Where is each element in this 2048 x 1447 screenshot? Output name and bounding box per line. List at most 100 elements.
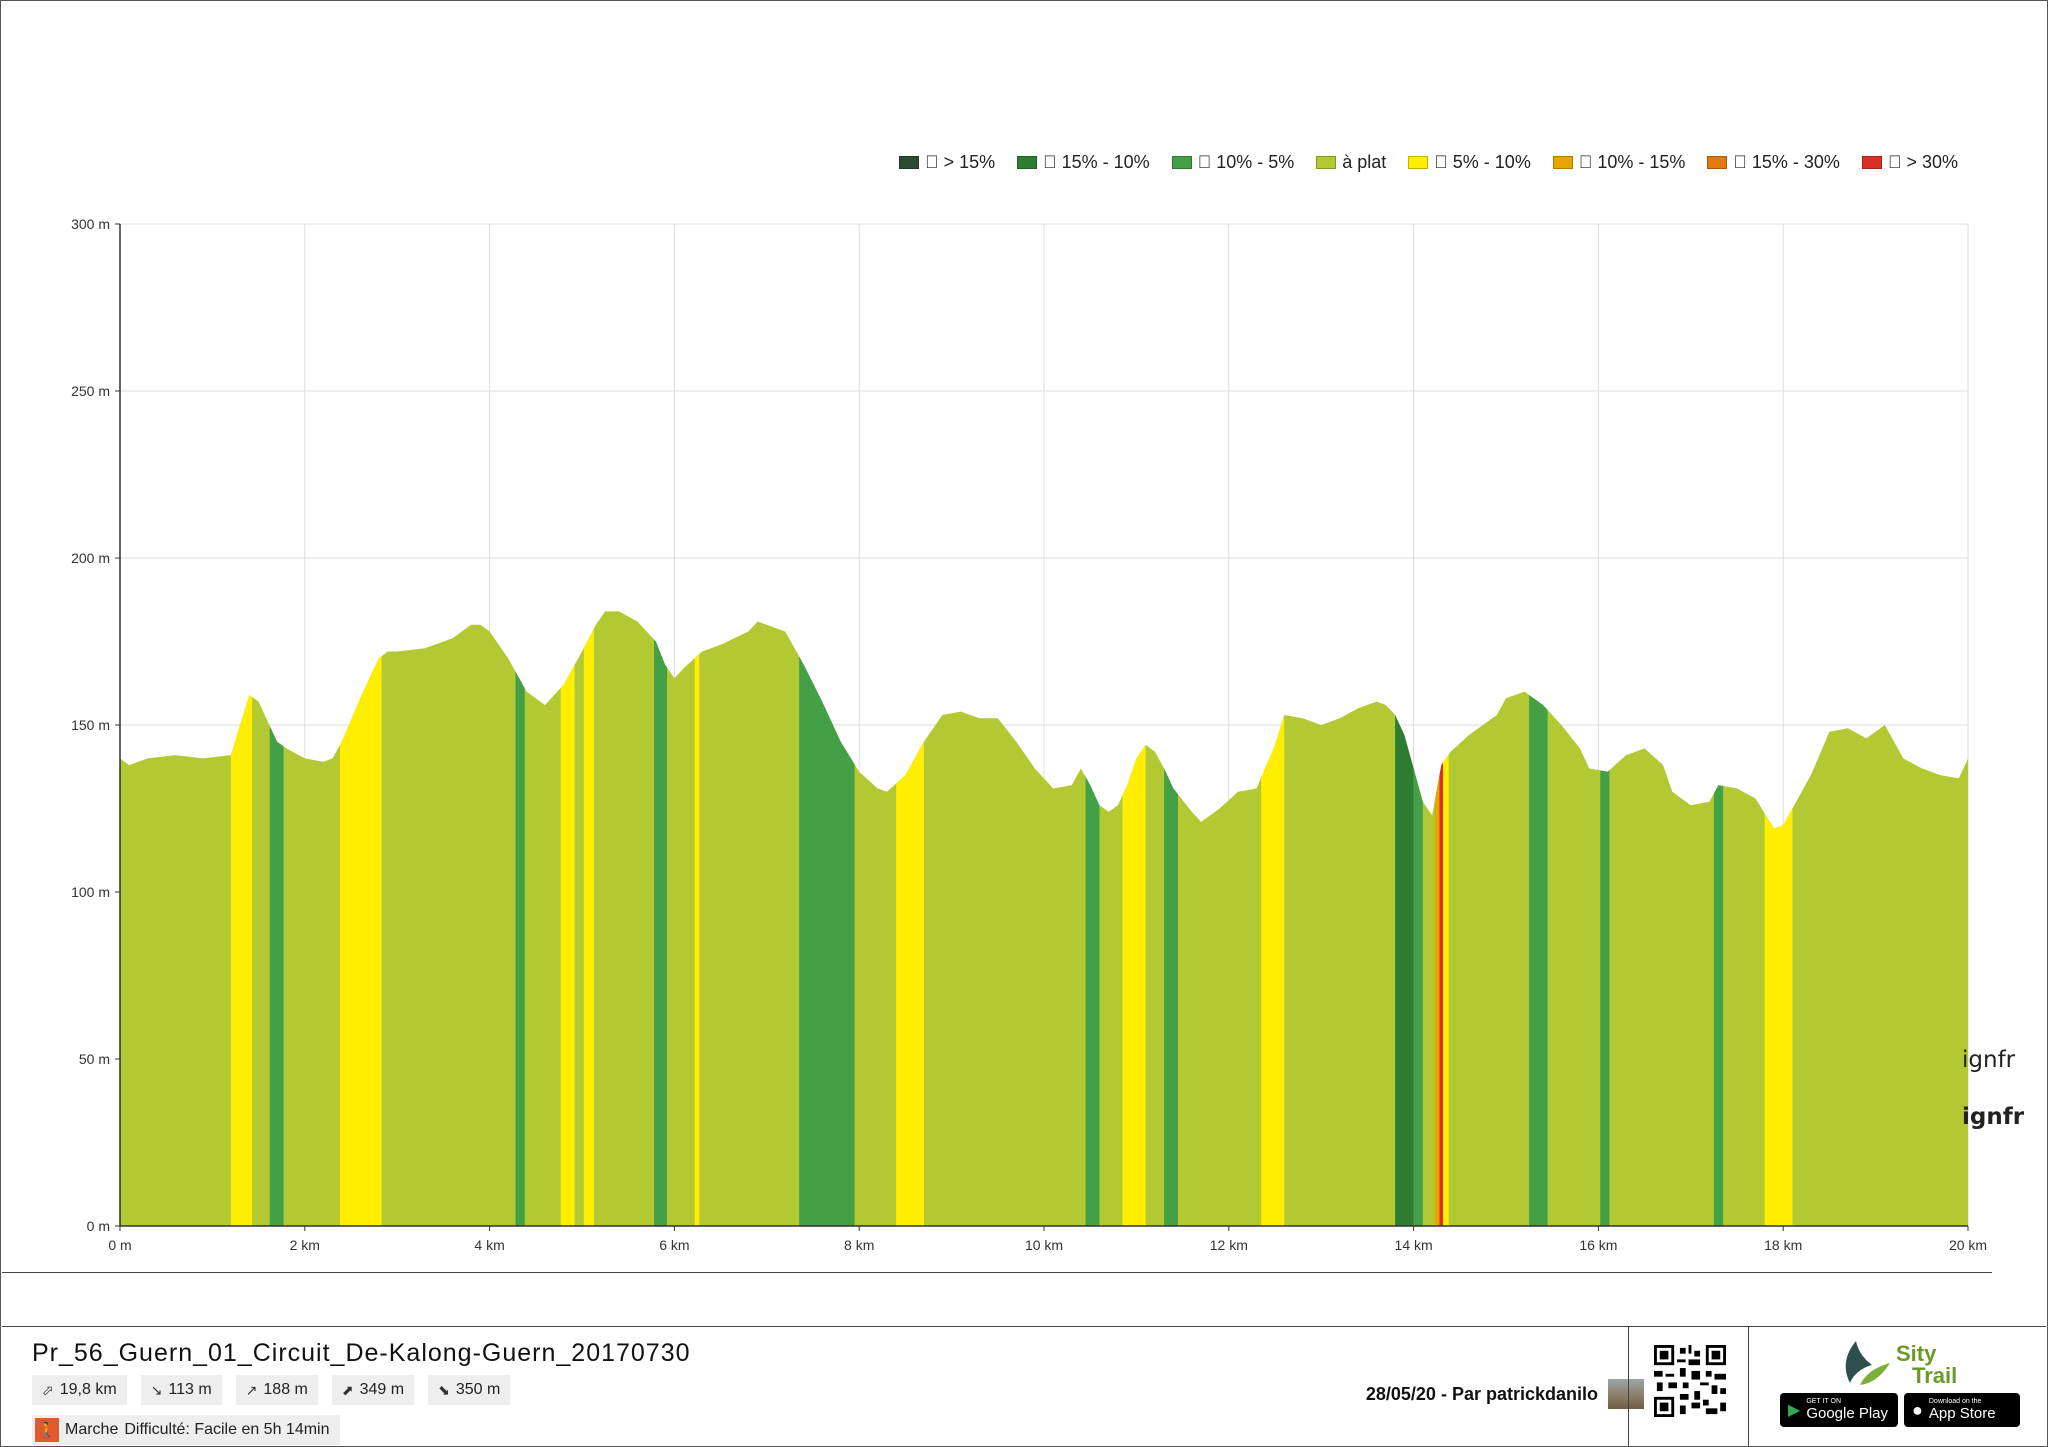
legend-label:   10% - 5% bbox=[1197, 152, 1295, 172]
x-tick-label: 8 km bbox=[844, 1237, 874, 1253]
slope-band bbox=[1413, 611, 1423, 1226]
google-play-small-label: GET IT ON bbox=[1806, 1398, 1842, 1405]
activity-label: Marche bbox=[65, 1421, 119, 1438]
max-elevation-value: 188 m bbox=[263, 1381, 308, 1398]
walking-icon: 🚶 bbox=[35, 1418, 59, 1442]
slope-band bbox=[1395, 611, 1414, 1226]
legend-swatch bbox=[1017, 156, 1038, 169]
legend-swatch bbox=[1316, 156, 1337, 169]
y-tick-label: 200 m bbox=[71, 550, 110, 566]
legend-swatch bbox=[899, 156, 920, 169]
ascent-icon: ⬈ bbox=[341, 1381, 354, 1398]
legend-label:   > 30% bbox=[1887, 152, 1958, 172]
legend-item:   > 15% bbox=[899, 152, 995, 173]
slope-band bbox=[1443, 611, 1449, 1226]
y-tick-label: 100 m bbox=[71, 884, 110, 900]
sitytrail-logo-icon bbox=[1845, 1341, 1890, 1385]
author-line: 28/05/20 - Par patrickdanilo bbox=[1365, 1383, 1598, 1404]
legend-label: à plat bbox=[1342, 152, 1387, 172]
slope-band bbox=[654, 611, 668, 1226]
max-elevation-stat: ↗ 188 m bbox=[235, 1375, 318, 1405]
track-stats: ⬀ 19,8 km ↘ 113 m ↗ 188 m ⬈ 349 m ⬊ 350 … bbox=[32, 1375, 511, 1405]
y-tick-label: 0 m bbox=[87, 1218, 110, 1234]
min-elevation-stat: ↘ 113 m bbox=[140, 1375, 222, 1405]
brand-name: Sity Trail bbox=[1896, 1343, 1957, 1387]
descent-value: 350 m bbox=[455, 1381, 501, 1398]
slope-band bbox=[694, 611, 700, 1226]
legend-item:   10% - 15% bbox=[1552, 152, 1686, 173]
legend-label:   10% - 15% bbox=[1578, 152, 1686, 172]
author-photo bbox=[1608, 1379, 1644, 1409]
slope-band bbox=[1529, 611, 1548, 1226]
slope-band bbox=[1261, 611, 1285, 1226]
legend-item: à plat bbox=[1316, 152, 1386, 173]
legend-swatch bbox=[1408, 156, 1429, 169]
legend-item:   10% - 5% bbox=[1171, 152, 1295, 173]
x-tick-label: 2 km bbox=[290, 1237, 320, 1253]
legend-swatch bbox=[1861, 156, 1882, 169]
slope-band bbox=[230, 611, 253, 1226]
min-elevation-icon: ↘ bbox=[150, 1381, 163, 1398]
ascent-value: 349 m bbox=[359, 1381, 405, 1398]
legend-label:   > 15% bbox=[925, 152, 996, 172]
x-tick-label: 14 km bbox=[1395, 1237, 1433, 1253]
watermark-text-1: ignfr bbox=[1962, 1047, 2016, 1073]
slope-band bbox=[269, 611, 284, 1226]
slope-band bbox=[560, 611, 575, 1226]
y-tick-label: 300 m bbox=[71, 216, 110, 232]
distance-icon: ⬀ bbox=[42, 1381, 54, 1398]
google-play-label: Google Play bbox=[1806, 1405, 1889, 1422]
google-play-button[interactable]: ▶ GET IT ON Google Play bbox=[1780, 1393, 1898, 1427]
watermark-text-2: ignfr bbox=[1962, 1104, 2025, 1130]
elevation-area bbox=[120, 611, 1968, 1226]
footer-divider-1 bbox=[1628, 1327, 1629, 1446]
slope-band bbox=[583, 611, 595, 1226]
slope-band bbox=[1713, 611, 1724, 1226]
x-tick-label: 6 km bbox=[659, 1237, 689, 1253]
x-tick-label: 4 km bbox=[474, 1237, 504, 1253]
legend-item:   15% - 10% bbox=[1017, 152, 1150, 173]
activity-badge: 🚶 Marche Difficulté: Facile en 5h 14min bbox=[32, 1415, 340, 1445]
x-tick-label: 10 km bbox=[1025, 1237, 1063, 1253]
y-tick-label: 50 m bbox=[79, 1051, 110, 1067]
legend-swatch bbox=[1171, 156, 1192, 169]
legend-item:   5% - 10% bbox=[1408, 152, 1531, 173]
app-store-button[interactable]: ● Download on the App Store bbox=[1904, 1393, 2020, 1427]
legend-item:   > 30% bbox=[1861, 152, 1958, 173]
track-title: Pr_56_Guern_01_Circuit_De-Kalong-Guern_2… bbox=[32, 1339, 691, 1367]
footer-divider-2 bbox=[1748, 1327, 1749, 1446]
difficulty-label: Difficulté: Facile en 5h 14min bbox=[124, 1421, 330, 1438]
chart-bottom-divider bbox=[2, 1272, 1992, 1273]
x-tick-label: 12 km bbox=[1210, 1237, 1248, 1253]
max-elevation-icon: ↗ bbox=[245, 1381, 258, 1398]
x-tick-label: 16 km bbox=[1579, 1237, 1617, 1253]
slope-band bbox=[1439, 611, 1444, 1226]
brand-name-line1: Sity bbox=[1896, 1341, 1937, 1366]
descent-icon: ⬊ bbox=[438, 1381, 450, 1398]
app-store-small-label: Download on the bbox=[1928, 1398, 1982, 1405]
elevation-chart: 0 m 50 m 100 m 150 m 200 m 250 m 300 m 0 m 2 km 4… bbox=[71, 216, 1987, 1253]
legend-item:   15% - 30% bbox=[1707, 152, 1840, 173]
author-info: 28/05/20 - Par patrickdanilo bbox=[1366, 1379, 1644, 1409]
x-tick-label: 20 km bbox=[1949, 1237, 1987, 1253]
slope-band bbox=[515, 611, 525, 1226]
legend-label:   15% - 10% bbox=[1043, 152, 1150, 172]
descent-stat: ⬊ 350 m bbox=[428, 1375, 511, 1405]
ascent-stat: ⬈ 349 m bbox=[331, 1375, 415, 1405]
min-elevation-value: 113 m bbox=[168, 1381, 212, 1398]
brand-name-line2: Trail bbox=[1912, 1363, 1958, 1388]
legend-label:   5% - 10% bbox=[1434, 152, 1531, 172]
qr-code-icon[interactable] bbox=[1654, 1345, 1726, 1417]
distance-stat: ⬀ 19,8 km bbox=[32, 1375, 127, 1405]
app-store-label: App Store bbox=[1928, 1405, 1996, 1422]
y-tick-label: 150 m bbox=[71, 717, 110, 733]
distance-value: 19,8 km bbox=[59, 1381, 117, 1398]
google-play-icon: ▶ bbox=[1788, 1402, 1801, 1419]
x-tick-label: 18 km bbox=[1764, 1237, 1802, 1253]
track-footer: Pr_56_Guern_01_Circuit_De-Kalong-Guern_2… bbox=[2, 1326, 2046, 1446]
slope-legend:   > 15%   15% - 10%   10% - 5% à plat   5% -… bbox=[899, 152, 1958, 173]
apple-icon: ● bbox=[1912, 1399, 1923, 1420]
legend-swatch bbox=[1552, 156, 1573, 169]
legend-swatch bbox=[1707, 156, 1728, 169]
y-tick-label: 250 m bbox=[71, 383, 110, 399]
